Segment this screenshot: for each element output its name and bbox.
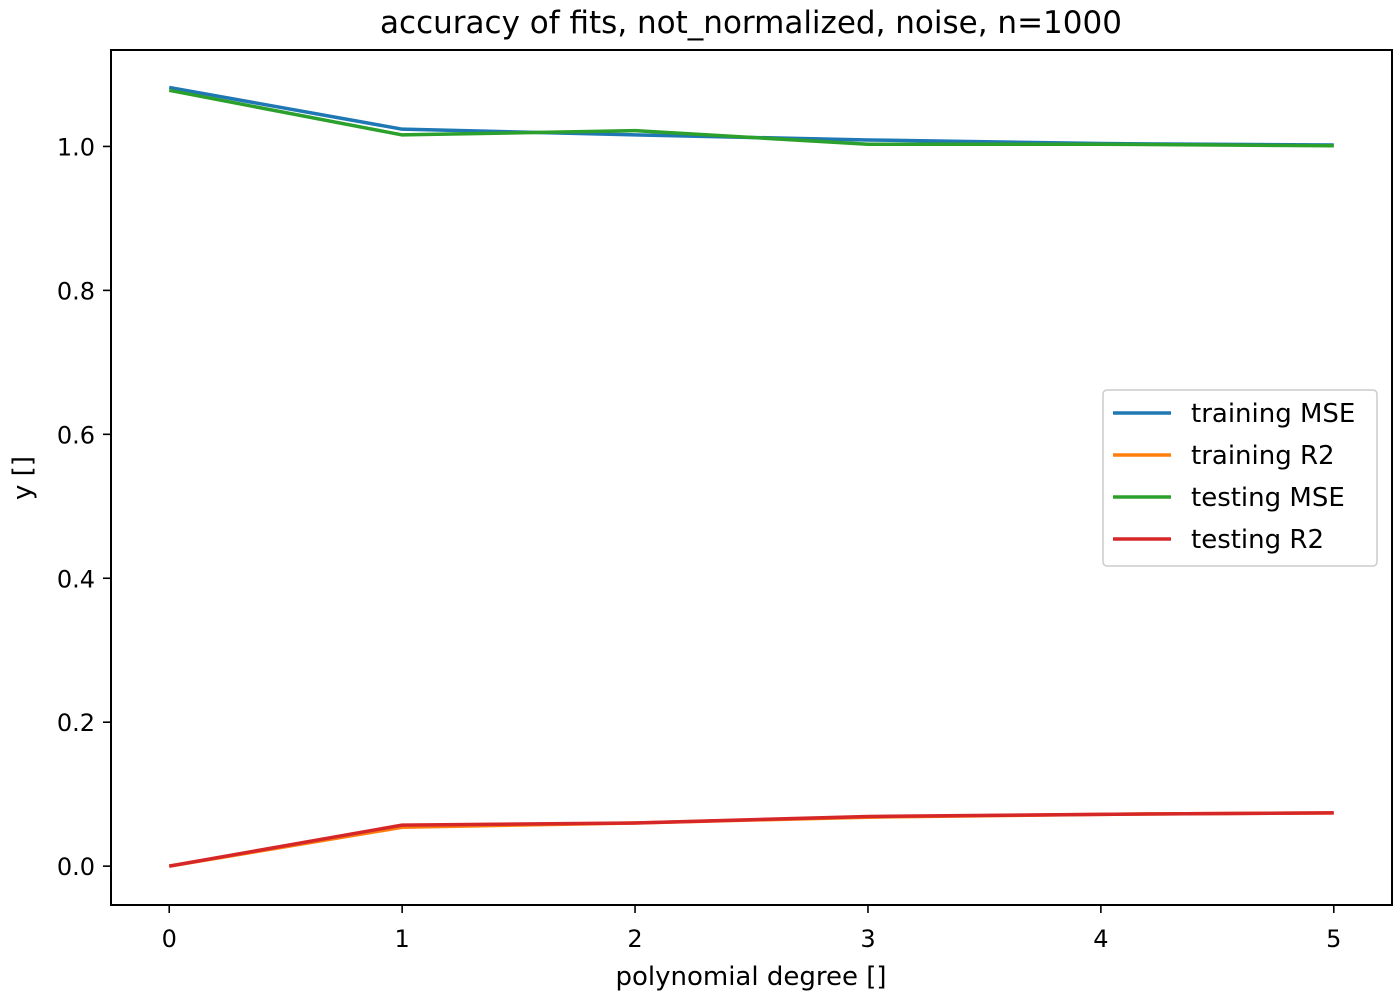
x-tick-label: 4 [1093,925,1108,953]
legend-entry-label: training R2 [1191,441,1335,471]
x-axis-label: polynomial degree [] [615,962,886,992]
y-tick-label: 0.0 [57,853,95,881]
x-tick-label: 5 [1326,925,1341,953]
y-tick-label: 0.2 [57,709,95,737]
x-axis: 0 1 2 3 4 5 [162,905,1341,953]
legend-box [1102,389,1378,567]
series-line [168,811,1334,868]
axes-frame [110,49,1393,906]
y-tick-label: 0.4 [57,565,95,593]
x-tick-label: 2 [627,925,642,953]
x-tick-label: 3 [860,925,875,953]
y-axis: 0.0 0.2 0.4 0.6 0.8 1.0 [57,133,111,881]
y-tick-label: 0.6 [57,421,95,449]
x-tick-label: 1 [394,925,409,953]
y-tick-label: 0.8 [57,277,95,305]
plot-area [110,49,1393,906]
chart-title: accuracy of fits, not_normalized, noise,… [380,5,1122,41]
x-tick-label: 0 [162,925,177,953]
y-axis-label: y [] [8,456,38,500]
series-lines [168,85,1334,868]
legend-entry-label: training MSE [1191,399,1355,429]
legend: training MSE training R2 testing MSE testin… [1102,389,1378,567]
legend-entry-label: testing MSE [1191,483,1345,513]
series-line [168,88,1334,148]
legend-entry-label: testing R2 [1191,525,1324,555]
y-tick-label: 1.0 [57,133,95,161]
